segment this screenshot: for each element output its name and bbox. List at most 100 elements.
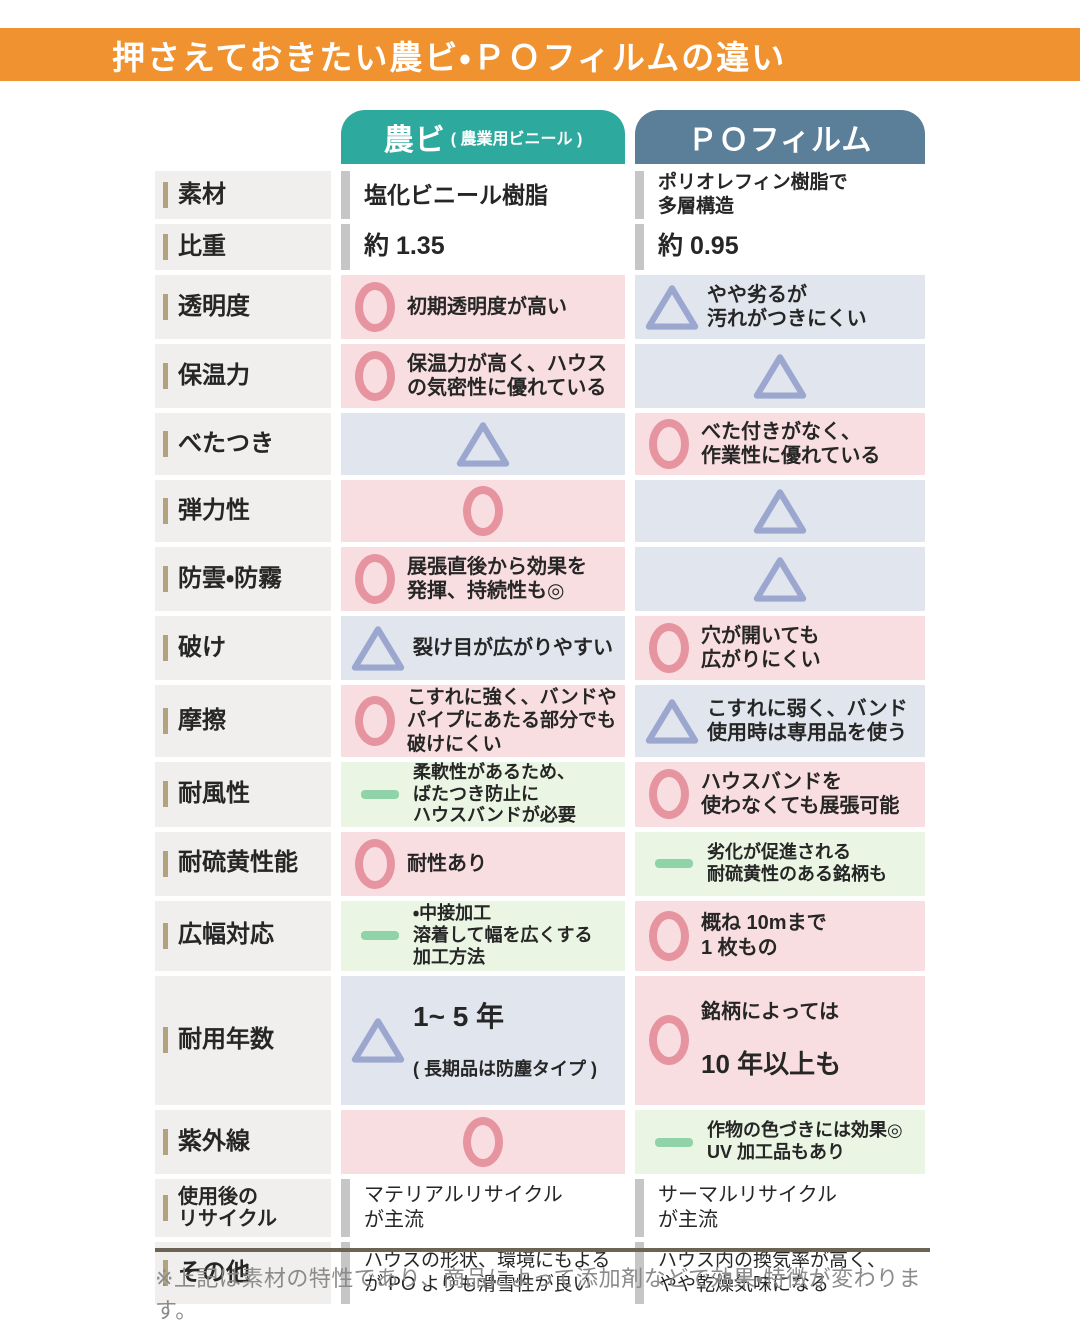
table-row: 耐用年数 1~ 5 年 ( 長期品は防塵タイプ ) 銘柄によっては 10 年以上… — [155, 975, 930, 1106]
po-cell: 概ね 10mまで 1 枚もの — [635, 900, 925, 971]
dash-icon — [361, 789, 399, 799]
row-label-text: 比重 — [178, 232, 226, 260]
row-label-text: 耐風性 — [178, 779, 250, 807]
row-label: 透明度 — [155, 275, 331, 339]
table-row: べたつき べた付きがなく、 作業性に優れている — [155, 413, 930, 475]
row-label: 紫外線 — [155, 1110, 331, 1175]
circle-icon — [649, 769, 689, 820]
cell-text-line2: ( 長期品は防塵タイプ ) — [413, 1058, 597, 1079]
table-row: 比重 約 1.35 約 0.95 — [155, 224, 930, 270]
cell-text: ポリオレフィン樹脂で 多層構造 — [658, 172, 848, 217]
page-title: 押さえておきたい農ビ・ＰＯフィルムの違い — [112, 38, 787, 76]
column-header-po: ＰＯフィルム — [635, 110, 925, 164]
cell-text: べた付きがなく、 作業性に優れている — [701, 420, 881, 467]
agri-cell: 初期透明度が高い — [341, 275, 625, 339]
table-row: その他 ハウスの形状、環境にもよる が PO よりも滑雪性が良い ハウス内の換気… — [155, 1242, 930, 1305]
dash-icon — [655, 1137, 693, 1147]
cell-text-line1: 銘柄によっては — [701, 1001, 839, 1024]
label-accent-bar — [163, 781, 168, 808]
dash-icon — [361, 931, 399, 941]
po-cell: やや劣るが 汚れがつきにくい — [635, 275, 925, 339]
cell-text: ハウスバンドを 使わなくても展張可能 — [701, 771, 900, 818]
cell-text: 劣化が促進される 耐硫黄性のある銘柄も — [707, 842, 887, 884]
table-body: 素材 塩化ビニール樹脂 ポリオレフィン樹脂で 多層構造 比重 約 1.35 — [155, 171, 930, 1305]
row-label: 広幅対応 — [155, 900, 331, 971]
label-accent-bar — [163, 431, 168, 457]
table-row: 弾力性 — [155, 480, 930, 542]
circle-icon — [355, 838, 395, 889]
triangle-icon — [753, 489, 807, 534]
circle-icon — [355, 696, 395, 746]
cell-accent-bar — [341, 224, 350, 270]
column-subtitle: ( 農業用ビニール ) — [450, 131, 583, 148]
row-label-text: 保温力 — [178, 361, 250, 389]
agri-cell: 耐性あり — [341, 831, 625, 896]
agri-cell: マテリアルリサイクル が主流 — [341, 1179, 625, 1238]
po-cell — [635, 344, 925, 408]
table-row: 素材 塩化ビニール樹脂 ポリオレフィン樹脂で 多層構造 — [155, 171, 930, 219]
table-row: 破け 裂け目が広がりやすい 穴が開いても 広がりにくい — [155, 616, 930, 680]
row-label: 耐用年数 — [155, 975, 331, 1106]
po-cell: ハウスバンドを 使わなくても展張可能 — [635, 762, 925, 827]
table-row: 耐硫黄性能 耐性あり 劣化が促進される 耐硫黄性のある銘柄も — [155, 831, 930, 896]
table-row: 保温力 保温力が高く、ハウス の気密性に優れている — [155, 344, 930, 408]
agri-cell: こすれに強く、バンドや パイプにあたる部分でも 破けにくい — [341, 685, 625, 757]
triangle-icon — [645, 699, 699, 744]
label-accent-bar — [163, 708, 168, 734]
triangle-icon — [645, 285, 699, 330]
title-banner: 押さえておきたい農ビ・ＰＯフィルムの違い — [0, 28, 1080, 81]
row-label-text: 弾力性 — [178, 496, 250, 524]
row-label-text: 破け — [178, 633, 226, 661]
table-row: 防雲・防霧 展張直後から効果を 発揮、持続性も◎ — [155, 547, 930, 611]
po-cell: サーマルリサイクル が主流 — [635, 1179, 925, 1238]
row-label-text: 透明度 — [178, 292, 250, 320]
row-label: 耐風性 — [155, 762, 331, 827]
row-label: 弾力性 — [155, 480, 331, 542]
label-accent-bar — [163, 1129, 168, 1156]
row-label-text: 防雲・防霧 — [178, 564, 283, 592]
cell-text: 展張直後から効果を 発揮、持続性も◎ — [407, 555, 587, 602]
column-title: 農ビ — [383, 124, 446, 157]
row-label-text: その他 — [178, 1258, 250, 1286]
cell-text: マテリアルリサイクル が主流 — [364, 1184, 563, 1232]
cell-accent-bar — [635, 1179, 644, 1238]
circle-icon — [463, 486, 503, 536]
cell-text: 概ね 10mまで 1 枚もの — [701, 912, 827, 959]
circle-icon — [463, 1117, 503, 1168]
po-cell — [635, 480, 925, 542]
row-label: 防雲・防霧 — [155, 547, 331, 611]
row-label: 破け — [155, 616, 331, 680]
row-label-text: 使用後の リサイクル — [178, 1185, 277, 1231]
label-accent-bar — [163, 363, 168, 389]
triangle-icon — [456, 422, 510, 467]
po-cell: べた付きがなく、 作業性に優れている — [635, 413, 925, 475]
label-accent-bar — [163, 850, 168, 877]
label-accent-bar — [163, 182, 168, 208]
cell-text: 保温力が高く、ハウス の気密性に優れている — [407, 352, 607, 399]
agri-cell: 1~ 5 年 ( 長期品は防塵タイプ ) — [341, 975, 625, 1106]
po-cell: ハウス内の換気率が高く、 やや乾燥気味になる — [635, 1242, 925, 1305]
agri-cell: 展張直後から効果を 発揮、持続性も◎ — [341, 547, 625, 611]
agri-cell — [341, 480, 625, 542]
circle-icon — [355, 554, 395, 604]
footnote-text: ※上記は素材の特性であり、商品によって添加剤などで効果・特徴が変わります。 — [155, 1266, 922, 1323]
triangle-icon — [351, 1018, 405, 1064]
circle-icon — [649, 419, 689, 469]
agri-cell: 柔軟性があるため、 ばたつき防止に ハウスバンドが必要 — [341, 762, 625, 827]
cell-accent-bar — [341, 1179, 350, 1238]
row-label-text: 紫外線 — [178, 1127, 250, 1155]
row-label: 使用後の リサイクル — [155, 1179, 331, 1238]
label-accent-bar — [163, 1260, 168, 1287]
po-cell: 銘柄によっては 10 年以上も — [635, 975, 925, 1106]
cell-text: 初期透明度が高い — [407, 295, 567, 318]
footnote: ※上記は素材の特性であり、商品によって添加剤などで効果・特徴が変わります。 — [155, 1248, 930, 1325]
circle-icon — [649, 910, 689, 961]
po-cell: 約 0.95 — [635, 224, 925, 270]
label-accent-bar — [163, 498, 168, 524]
triangle-icon — [753, 354, 807, 399]
table-row: 使用後の リサイクル マテリアルリサイクル が主流 サーマルリサイクル が主流 — [155, 1179, 930, 1238]
comparison-table: 農ビ ( 農業用ビニール ) ＰＯフィルム 素材 塩化ビニール樹脂 ポリオレフィ… — [155, 110, 930, 1305]
po-cell: 劣化が促進される 耐硫黄性のある銘柄も — [635, 831, 925, 896]
dash-icon — [655, 859, 693, 869]
column-header-nouvi: 農ビ ( 農業用ビニール ) — [341, 110, 625, 164]
